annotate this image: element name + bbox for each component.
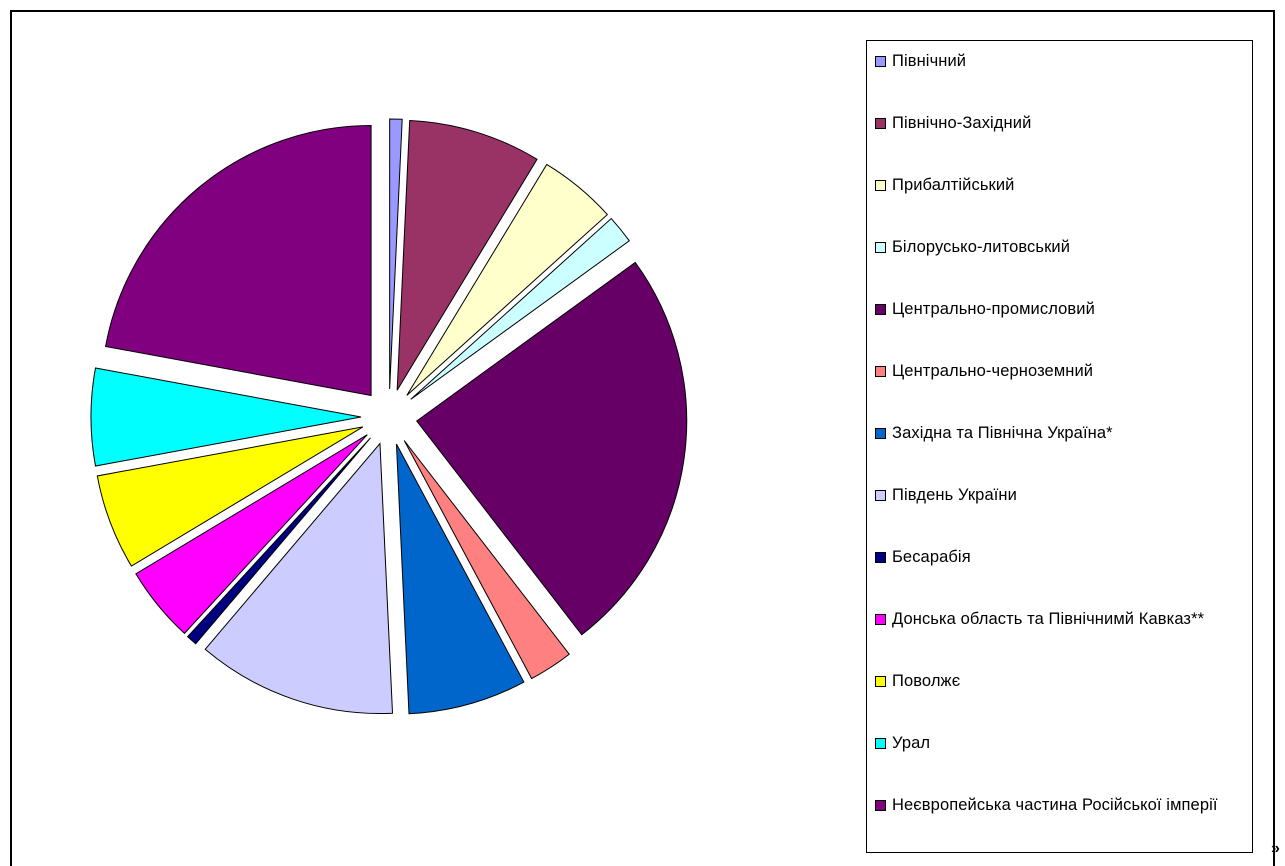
pie-slice	[186, 437, 371, 645]
legend-label: Донська область та Північнимй Кавказ**	[892, 610, 1205, 628]
legend-label: Південь України	[892, 486, 1017, 504]
legend-item: Бесарабія	[875, 547, 1245, 568]
pie-slice	[416, 261, 688, 636]
legend-item: Поволжє	[875, 671, 1245, 692]
legend-swatch	[875, 56, 886, 67]
legend-item: Білорусько-литовський	[875, 237, 1245, 258]
legend-swatch	[875, 428, 886, 439]
legend-swatch	[875, 490, 886, 501]
legend-swatch	[875, 180, 886, 191]
pie-slice	[403, 440, 570, 680]
corner-mark: »	[1271, 840, 1280, 857]
pie-slice	[104, 124, 372, 397]
legend-item: Неєвропейська частина Російської імперії	[875, 795, 1245, 816]
pie-slice	[96, 426, 364, 567]
legend-label: Бесарабія	[892, 548, 971, 566]
legend-label: Білорусько-литовський	[892, 238, 1071, 256]
legend-label: Поволжє	[892, 672, 961, 690]
legend-swatch	[875, 118, 886, 129]
pie-chart	[90, 118, 688, 715]
legend-swatch	[875, 614, 886, 625]
legend-label: Прибалтійський	[892, 176, 1015, 194]
pie-slice	[406, 163, 609, 396]
pie-slice	[135, 434, 368, 635]
legend-item: Центрально-черноземний	[875, 361, 1245, 382]
legend-swatch	[875, 738, 886, 749]
legend-swatch	[875, 552, 886, 563]
legend-item: Західна та Північна Україна*	[875, 423, 1245, 444]
pie-slice	[389, 118, 403, 390]
chart-legend: Північний Північно-Західний Прибалтійськ…	[866, 40, 1253, 853]
legend-label: Західна та Північна Україна*	[892, 424, 1113, 442]
legend-item: Північно-Західний	[875, 113, 1245, 134]
legend-item: Прибалтійський	[875, 175, 1245, 196]
legend-swatch	[875, 242, 886, 253]
legend-label: Центрально-промисловий	[892, 300, 1095, 318]
legend-swatch	[875, 800, 886, 811]
pie-slice	[410, 217, 630, 400]
legend-label: Урал	[892, 734, 931, 752]
legend-swatch	[875, 304, 886, 315]
legend-item: Центрально-промисловий	[875, 299, 1245, 320]
pie-slice	[204, 442, 394, 714]
legend-label: Неєвропейська частина Російської імперії	[892, 796, 1218, 814]
pie-slice	[396, 119, 538, 391]
legend-label: Північно-Західний	[892, 114, 1032, 132]
legend-label: Північний	[892, 52, 967, 70]
legend-swatch	[875, 676, 886, 687]
legend-item: Південь України	[875, 485, 1245, 506]
pie-slice	[90, 367, 362, 467]
legend-item: Урал	[875, 733, 1245, 754]
legend-swatch	[875, 366, 886, 377]
legend-item: Донська область та Північнимй Кавказ**	[875, 609, 1245, 630]
pie-slice	[395, 443, 525, 715]
legend-label: Центрально-черноземний	[892, 362, 1094, 380]
chart-frame	[10, 10, 1275, 866]
legend-item: Північний	[875, 51, 1245, 72]
